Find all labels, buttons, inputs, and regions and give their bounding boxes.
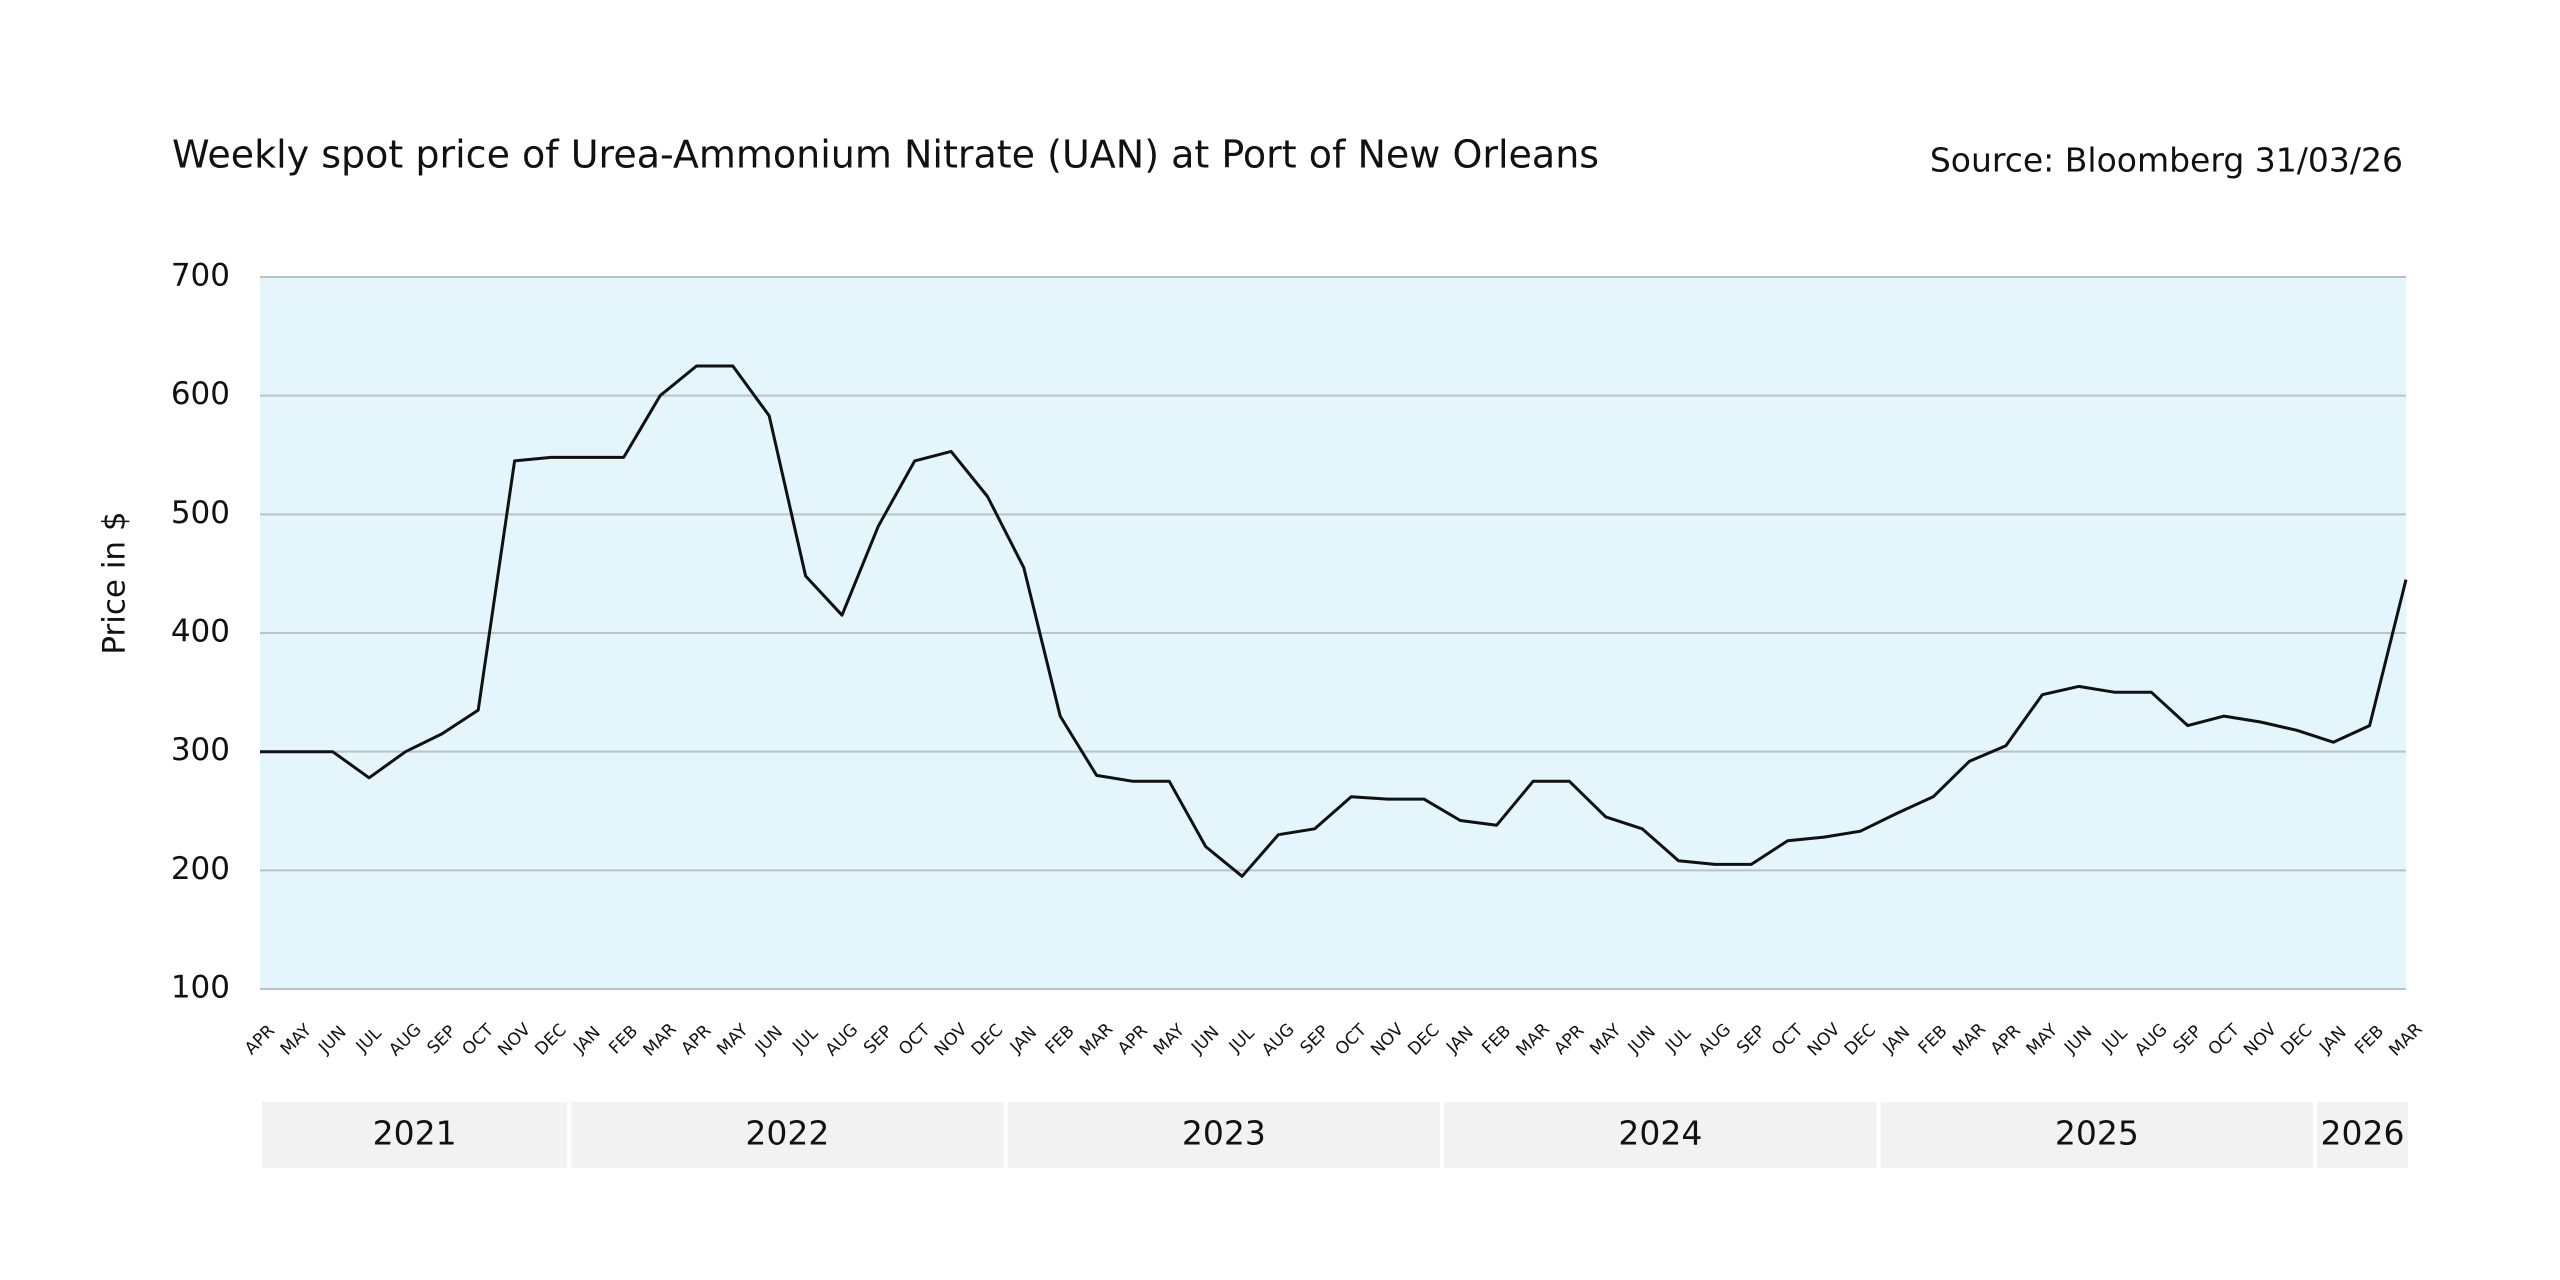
- x-tick-label: AUG: [2131, 1020, 2171, 1060]
- y-axis-title: Price in $: [97, 511, 133, 654]
- year-label: 2022: [745, 1114, 829, 1153]
- x-tick-label: APR: [1987, 1021, 2025, 1059]
- x-tick-label: MAR: [1076, 1019, 1117, 1060]
- x-tick-label: OCT: [1768, 1020, 1808, 1060]
- x-tick-label: JUL: [1225, 1023, 1259, 1057]
- x-tick-label: APR: [241, 1021, 279, 1059]
- x-tick-label: FEB: [1478, 1022, 1515, 1059]
- x-tick-label: JAN: [1442, 1023, 1477, 1058]
- x-tick-label: FEB: [1915, 1022, 1952, 1059]
- x-tick-label: AUG: [1695, 1020, 1735, 1060]
- year-label: 2023: [1182, 1114, 1266, 1153]
- x-tick-label: JUN: [751, 1022, 787, 1058]
- year-label: 2026: [2321, 1114, 2405, 1153]
- x-tick-label: JUN: [1624, 1022, 1660, 1058]
- chart-title: Weekly spot price of Urea-Ammonium Nitra…: [172, 133, 1599, 177]
- x-tick-label: DEC: [2277, 1020, 2316, 1059]
- x-tick-label: JAN: [2315, 1023, 2350, 1058]
- x-tick-label: AUG: [385, 1020, 425, 1060]
- x-tick-label: AUG: [1258, 1020, 1298, 1060]
- x-tick-label: DEC: [1841, 1020, 1880, 1059]
- x-tick-label: NOV: [1804, 1019, 1845, 1060]
- x-tick-label: OCT: [1332, 1020, 1372, 1060]
- x-tick-label: MAY: [1586, 1020, 1626, 1060]
- x-tick-label: MAR: [1949, 1019, 1990, 1060]
- x-tick-label: JUN: [1187, 1022, 1223, 1058]
- x-tick-label: APR: [677, 1021, 715, 1059]
- x-tick-label: FEB: [1042, 1022, 1079, 1059]
- x-tick-label: SEP: [1297, 1022, 1334, 1059]
- x-tick-label: MAY: [713, 1020, 753, 1060]
- x-tick-label: SEP: [2169, 1022, 2206, 1059]
- source: Source: Bloomberg 31/03/26: [1930, 141, 2403, 180]
- x-tick-label: DEC: [968, 1020, 1007, 1059]
- x-tick-label: JUL: [1661, 1023, 1695, 1057]
- x-tick-label: APR: [1550, 1021, 1588, 1059]
- x-tick-label: NOV: [931, 1019, 972, 1060]
- x-tick-label: JUN: [2060, 1022, 2096, 1058]
- x-tick-label: SEP: [860, 1022, 897, 1059]
- year-band: [1880, 1102, 2314, 1168]
- year-band: [1444, 1102, 1877, 1168]
- y-tick-label: 100: [171, 970, 230, 1006]
- x-tick-label: MAY: [2023, 1020, 2063, 1060]
- x-tick-label: DEC: [1404, 1020, 1443, 1059]
- x-tick-label: JUL: [2098, 1023, 2132, 1057]
- x-tick-label: JAN: [1006, 1023, 1041, 1058]
- price-line: [260, 364, 2408, 878]
- y-tick-label: 400: [171, 614, 230, 650]
- x-tick-label: JAN: [1879, 1023, 1914, 1058]
- x-tick-label: OCT: [2204, 1020, 2244, 1060]
- x-tick-label: FEB: [2351, 1022, 2388, 1059]
- y-tick-label: 600: [171, 376, 230, 412]
- x-tick-label: MAR: [2385, 1019, 2426, 1060]
- x-tick-label: MAY: [1150, 1020, 1190, 1060]
- x-tick-label: MAR: [1513, 1019, 1554, 1060]
- x-tick-label: FEB: [605, 1022, 642, 1059]
- year-label: 2021: [373, 1114, 457, 1153]
- year-label: 2025: [2055, 1114, 2139, 1153]
- x-tick-label: MAY: [277, 1020, 317, 1060]
- x-tick-label: OCT: [459, 1020, 499, 1060]
- year-band: [262, 1102, 568, 1168]
- x-tick-label: JUL: [352, 1023, 386, 1057]
- x-tick-label: NOV: [1367, 1019, 1408, 1060]
- y-tick-label: 700: [171, 258, 230, 294]
- x-tick-label: NOV: [494, 1019, 535, 1060]
- y-tick-label: 300: [171, 732, 230, 768]
- y-tick-label: 500: [171, 495, 230, 531]
- x-tick-label: JAN: [569, 1023, 604, 1058]
- x-tick-label: AUG: [822, 1020, 862, 1060]
- year-band: [2317, 1102, 2408, 1168]
- x-tick-label: SEP: [424, 1022, 461, 1059]
- y-tick-label: 200: [171, 851, 230, 887]
- x-tick-label: OCT: [895, 1020, 935, 1060]
- x-tick-label: JUN: [314, 1022, 350, 1058]
- x-tick-label: APR: [1114, 1021, 1152, 1059]
- year-band: [1007, 1102, 1441, 1168]
- x-tick-label: SEP: [1733, 1022, 1770, 1059]
- x-tick-label: DEC: [531, 1020, 570, 1059]
- year-label: 2024: [1618, 1114, 1702, 1153]
- x-tick-label: NOV: [2240, 1019, 2281, 1060]
- x-tick-label: MAR: [640, 1019, 681, 1060]
- year-band: [571, 1102, 1004, 1168]
- x-tick-label: JUL: [788, 1023, 822, 1057]
